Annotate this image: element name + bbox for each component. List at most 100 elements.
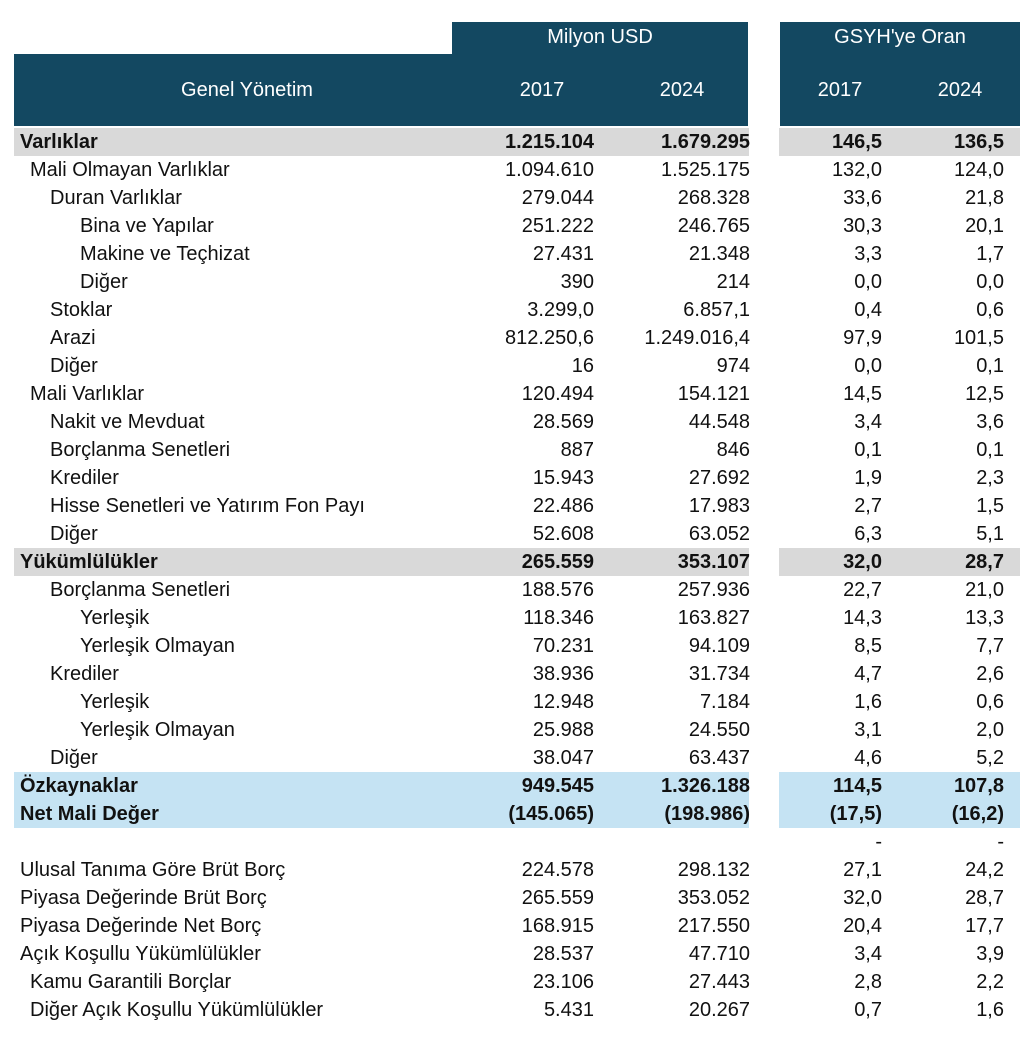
row-label: Diğer xyxy=(50,523,98,545)
row-label: Diğer xyxy=(50,747,98,769)
value-gdp-2017: 3,4 xyxy=(854,411,882,433)
value-gdp-2024: (16,2) xyxy=(951,803,1004,825)
value-usd-2024: 298.132 xyxy=(677,859,750,881)
header-usd-group: Milyon USD xyxy=(452,22,748,54)
value-usd-2017: 12.948 xyxy=(532,691,594,713)
row-highlight xyxy=(14,800,749,828)
value-usd-2024: 257.936 xyxy=(677,579,750,601)
value-gdp-2017: 4,7 xyxy=(854,663,882,685)
row-label: Piyasa Değerinde Net Borç xyxy=(20,915,262,937)
value-usd-2024: 31.734 xyxy=(688,663,750,685)
row-label: Borçlanma Senetleri xyxy=(50,439,231,461)
value-gdp-2017: 1,9 xyxy=(854,467,882,489)
value-usd-2017: 887 xyxy=(560,439,594,461)
table-row: -- xyxy=(14,828,1020,856)
value-usd-2017: 168.915 xyxy=(521,915,594,937)
row-highlight xyxy=(14,548,749,576)
value-gdp-2017: (17,5) xyxy=(829,803,882,825)
value-gdp-2024: 3,9 xyxy=(976,943,1004,965)
table-row: Yerleşik 118.346 163.827 14,3 13,3 xyxy=(14,604,1020,632)
table-row: Yerleşik Olmayan 70.231 94.109 8,5 7,7 xyxy=(14,632,1020,660)
value-usd-2024: 6.857,1 xyxy=(683,299,750,321)
table-row: Kamu Garantili Borçlar 23.106 27.443 2,8 2,2 xyxy=(14,968,1020,996)
row-highlight xyxy=(14,128,749,156)
value-usd-2024: 268.328 xyxy=(677,187,750,209)
value-gdp-2024: 107,8 xyxy=(953,775,1004,797)
row-highlight xyxy=(779,128,1020,156)
value-gdp-2017: 1,6 xyxy=(854,691,882,713)
value-gdp-2024: - xyxy=(997,831,1004,853)
row-label: Mali Olmayan Varlıklar xyxy=(30,159,230,181)
table-row: Borçlanma Senetleri 887 846 0,1 0,1 xyxy=(14,436,1020,464)
row-label: Açık Koşullu Yükümlülükler xyxy=(20,943,261,965)
row-label: Hisse Senetleri ve Yatırım Fon Payı xyxy=(50,495,365,517)
row-highlight xyxy=(779,800,1020,828)
row-highlight xyxy=(779,772,1020,800)
table-row: Piyasa Değerinde Brüt Borç 265.559 353.052… xyxy=(14,884,1020,912)
value-usd-2024: 20.267 xyxy=(688,999,750,1021)
value-usd-2024: 1.249.016,4 xyxy=(644,327,750,349)
value-gdp-2017: 32,0 xyxy=(843,551,882,573)
table-row: Diğer 16 974 0,0 0,1 xyxy=(14,352,1020,380)
value-gdp-2024: 3,6 xyxy=(976,411,1004,433)
value-usd-2024: 246.765 xyxy=(677,215,750,237)
row-label: Duran Varlıklar xyxy=(50,187,182,209)
header-year-gdp-2017: 2017 xyxy=(817,79,863,101)
row-highlight xyxy=(779,548,1020,576)
table-row: Hisse Senetleri ve Yatırım Fon Payı 22.48… xyxy=(14,492,1020,520)
value-gdp-2024: 0,0 xyxy=(976,271,1004,293)
value-usd-2017: 279.044 xyxy=(521,187,594,209)
value-gdp-2017: 32,0 xyxy=(843,887,882,909)
row-label: Net Mali Değer xyxy=(20,803,159,825)
value-gdp-2017: 8,5 xyxy=(854,635,882,657)
value-usd-2017: 28.537 xyxy=(532,943,594,965)
table-row: Net Mali Değer (145.065) (198.986) (17,5) (1… xyxy=(14,800,1020,828)
value-gdp-2024: 13,3 xyxy=(965,607,1004,629)
value-gdp-2024: 28,7 xyxy=(965,887,1004,909)
value-gdp-2024: 0,6 xyxy=(976,299,1004,321)
header-main: Genel Yönetim 2017 2024 xyxy=(14,54,748,126)
row-label: Diğer xyxy=(50,355,98,377)
value-usd-2024: 94.109 xyxy=(688,635,750,657)
value-usd-2017: 812.250,6 xyxy=(505,327,594,349)
row-label: Ulusal Tanıma Göre Brüt Borç xyxy=(20,859,286,881)
row-label: Piyasa Değerinde Brüt Borç xyxy=(20,887,267,909)
row-label: Mali Varlıklar xyxy=(30,383,145,405)
value-usd-2024: 974 xyxy=(716,355,750,377)
row-label: Makine ve Teçhizat xyxy=(80,243,250,265)
value-gdp-2024: 2,2 xyxy=(976,971,1004,993)
value-usd-2017: 22.486 xyxy=(532,495,594,517)
value-usd-2017: 23.106 xyxy=(532,971,594,993)
value-usd-2024: 154.121 xyxy=(677,383,750,405)
value-gdp-2024: 2,0 xyxy=(976,719,1004,741)
value-usd-2017: 1.094.610 xyxy=(505,159,594,181)
value-usd-2017: 52.608 xyxy=(532,523,594,545)
value-gdp-2024: 1,7 xyxy=(976,243,1004,265)
table-row: Özkaynaklar 949.545 1.326.188 114,5 107,8 xyxy=(14,772,1020,800)
table-row: Açık Koşullu Yükümlülükler 28.537 47.710 3,… xyxy=(14,940,1020,968)
table-row: Bina ve Yapılar 251.222 246.765 30,3 20,1 xyxy=(14,212,1020,240)
row-label: Yerleşik Olmayan xyxy=(80,719,235,741)
value-gdp-2017: 14,3 xyxy=(843,607,882,629)
table-row: Arazi 812.250,6 1.249.016,4 97,9 101,5 xyxy=(14,324,1020,352)
value-gdp-2024: 7,7 xyxy=(976,635,1004,657)
value-gdp-2024: 2,3 xyxy=(976,467,1004,489)
value-usd-2017: 15.943 xyxy=(532,467,594,489)
table-row: Mali Olmayan Varlıklar 1.094.610 1.525.175… xyxy=(14,156,1020,184)
value-usd-2024: 27.443 xyxy=(688,971,750,993)
value-usd-2017: 120.494 xyxy=(521,383,594,405)
row-label: Varlıklar xyxy=(20,131,98,153)
header-row-title: Genel Yönetim xyxy=(181,79,313,101)
value-gdp-2024: 21,0 xyxy=(965,579,1004,601)
value-gdp-2017: 33,6 xyxy=(843,187,882,209)
table-row: Diğer 38.047 63.437 4,6 5,2 xyxy=(14,744,1020,772)
header-gdp-label: GSYH'ye Oran xyxy=(834,26,966,48)
row-label: Krediler xyxy=(50,663,119,685)
value-gdp-2017: 27,1 xyxy=(843,859,882,881)
value-gdp-2017: 30,3 xyxy=(843,215,882,237)
value-gdp-2024: 0,6 xyxy=(976,691,1004,713)
row-label: Özkaynaklar xyxy=(20,775,138,797)
value-usd-2024: 353.107 xyxy=(677,551,750,573)
value-gdp-2017: 22,7 xyxy=(843,579,882,601)
value-gdp-2017: 6,3 xyxy=(854,523,882,545)
